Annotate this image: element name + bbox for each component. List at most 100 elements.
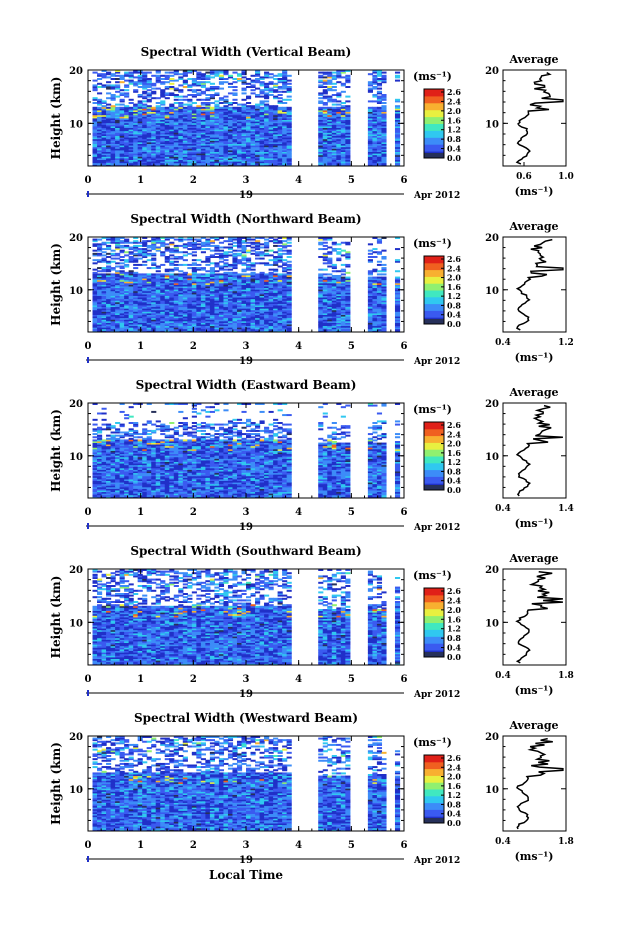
heatmap-cell: [223, 81, 228, 83]
heatmap-cell: [264, 92, 269, 94]
heatmap-cell: [372, 75, 377, 77]
heatmap-cell: [219, 102, 224, 104]
chart-title: Spectral Width (Vertical Beam): [141, 45, 352, 59]
heatmap-cell: [269, 94, 274, 96]
heatmap-cell: [264, 104, 269, 106]
heatmap-cell: [278, 73, 283, 75]
heatmap-cell: [138, 273, 143, 275]
heatmap-cell: [142, 100, 147, 102]
heatmap-cell: [377, 83, 382, 85]
heatmap-cells: [93, 237, 401, 332]
heatmap-cell: [241, 92, 246, 94]
heatmap-cell: [178, 76, 183, 78]
heatmap-cell: [201, 267, 206, 269]
heatmap-cell: [228, 75, 233, 77]
heatmap-cell: [169, 72, 174, 74]
heatmap-cell: [336, 81, 341, 83]
heatmap-cell: [269, 88, 274, 90]
heatmap-cell: [241, 273, 246, 275]
heatmap-cell: [205, 72, 210, 74]
heatmap-cell: [196, 273, 201, 275]
heatmap-cell: [395, 99, 400, 101]
heatmap-cell: [332, 107, 337, 109]
heatmap-cell: [133, 81, 138, 83]
heatmap-cell: [178, 270, 183, 272]
heatmap-cell: [165, 97, 170, 99]
heatmap-cell: [93, 102, 98, 104]
heatmap-cell: [187, 273, 192, 275]
heatmap-cell: [223, 78, 228, 80]
colorbar-unit-label: (ms⁻¹): [413, 70, 452, 83]
heatmap-cell: [282, 107, 287, 109]
heatmap-cell: [106, 104, 111, 106]
heatmap-cell: [278, 107, 283, 109]
heatmap-cell: [246, 105, 251, 107]
heatmap-cell: [214, 273, 219, 275]
heatmap-cell: [129, 270, 134, 272]
heatmap-cell: [327, 277, 332, 279]
heatmap-cell: [323, 76, 328, 78]
heatmap-cell: [183, 96, 188, 98]
heatmap-cell: [260, 272, 265, 274]
heatmap-cell: [287, 96, 292, 98]
heatmap-cell: [223, 272, 228, 274]
heatmap-cell: [151, 107, 156, 109]
heatmap-cell: [205, 94, 210, 96]
heatmap-cell: [255, 104, 260, 106]
heatmap-cell: [237, 107, 242, 109]
heatmap-cell: [106, 266, 111, 268]
heatmap-cell: [151, 273, 156, 275]
heatmap-cell: [156, 102, 161, 104]
heatmap-cell: [381, 105, 386, 107]
heatmap-cell: [323, 107, 328, 109]
heatmap-cell: [232, 92, 237, 94]
heatmap-cell: [124, 92, 129, 94]
heatmap-cell: [174, 80, 179, 82]
heatmap-cell: [210, 94, 215, 96]
heatmap-cell: [327, 96, 332, 98]
heatmap-cell: [151, 97, 156, 99]
heatmap-cell: [341, 83, 346, 85]
heatmap-cell: [174, 94, 179, 96]
heatmap-cell: [219, 107, 224, 109]
heatmap-cell: [368, 100, 373, 102]
heatmap-cell: [106, 107, 111, 109]
heatmap-cell: [97, 99, 102, 101]
heatmap-cell: [93, 107, 98, 109]
heatmap-cell: [395, 277, 400, 279]
heatmap-cell: [196, 92, 201, 94]
heatmap-cell: [341, 105, 346, 107]
heatmap-cell: [192, 78, 197, 80]
heatmap-cell: [332, 72, 337, 74]
heatmap-cell: [102, 84, 107, 86]
heatmap-cell: [214, 104, 219, 106]
heatmap-cell: [260, 89, 265, 91]
heatmap-cell: [345, 86, 350, 88]
heatmap-cell: [368, 107, 373, 109]
heatmap-cell: [318, 97, 323, 99]
heatmap-cell: [205, 81, 210, 83]
heatmap-cell: [151, 75, 156, 77]
colorbar-segment: [424, 153, 444, 158]
heatmap-cell: [160, 78, 165, 80]
heatmap-cell: [323, 89, 328, 91]
heatmap-cell: [341, 76, 346, 78]
heatmap-cell: [178, 89, 183, 91]
heatmap-cell: [287, 272, 292, 274]
heatmap-cell: [178, 273, 183, 275]
heatmap-cell: [106, 273, 111, 275]
heatmap-cell: [237, 73, 242, 75]
heatmap-cell: [196, 99, 201, 101]
heatmap-cell: [187, 89, 192, 91]
heatmap-cell: [174, 88, 179, 90]
heatmap-cell: [341, 102, 346, 104]
heatmap-cell: [278, 94, 283, 96]
heatmap-cell: [142, 273, 147, 275]
heatmap-cell: [97, 92, 102, 94]
heatmap-cell: [93, 80, 98, 82]
chart-title: Spectral Width (Northward Beam): [130, 212, 361, 226]
heatmap-cell: [178, 84, 183, 86]
heatmap-cell: [336, 104, 341, 106]
heatmap-cell: [395, 80, 400, 82]
